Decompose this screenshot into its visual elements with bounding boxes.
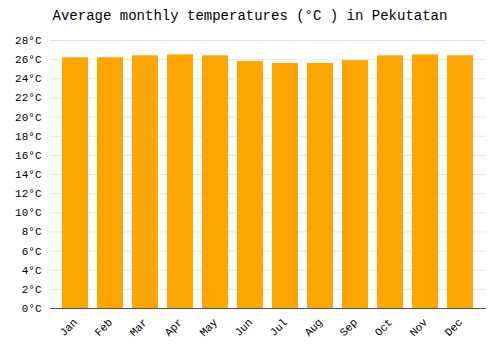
svg-text:10°C: 10°C [15, 207, 42, 219]
svg-text:6°C: 6°C [22, 246, 42, 258]
svg-text:Sep: Sep [338, 316, 360, 338]
svg-text:Aug: Aug [303, 316, 325, 338]
svg-text:May: May [198, 316, 221, 339]
svg-text:28°C: 28°C [15, 35, 42, 47]
svg-text:22°C: 22°C [15, 92, 42, 104]
svg-text:14°C: 14°C [15, 169, 42, 181]
svg-text:Jun: Jun [233, 316, 255, 338]
svg-text:8°C: 8°C [22, 226, 42, 238]
svg-text:Jan: Jan [58, 316, 80, 338]
svg-text:Apr: Apr [163, 316, 185, 338]
svg-text:12°C: 12°C [15, 188, 42, 200]
svg-text:Dec: Dec [443, 316, 465, 338]
svg-text:Oct: Oct [373, 316, 395, 338]
svg-text:Nov: Nov [408, 316, 431, 339]
svg-text:16°C: 16°C [15, 150, 42, 162]
html-text:Average monthly temperatures (: Average monthly temperatures (°C ) in Pe… [52, 8, 448, 24]
svg-text:18°C: 18°C [15, 131, 42, 143]
svg-text:Jul: Jul [268, 316, 290, 338]
svg-text:Feb: Feb [93, 316, 115, 338]
svg-text:26°C: 26°C [15, 54, 42, 66]
svg-text:4°C: 4°C [22, 265, 42, 277]
svg-text:0°C: 0°C [22, 303, 42, 315]
svg-text:Mar: Mar [128, 316, 150, 338]
svg-text:20°C: 20°C [15, 112, 42, 124]
svg-text:24°C: 24°C [15, 73, 42, 85]
svg-text:2°C: 2°C [22, 284, 42, 296]
